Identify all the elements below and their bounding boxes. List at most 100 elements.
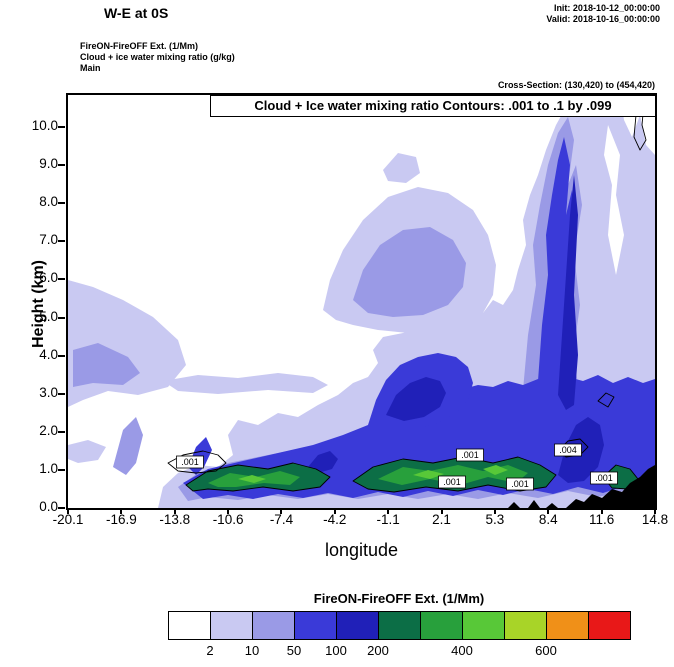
y-tick-label: 0.0	[39, 499, 58, 514]
y-tick-label: 3.0	[39, 384, 58, 400]
colorbar-cell	[589, 612, 630, 639]
colorbar-tick-label: 200	[367, 643, 389, 658]
contour-loop-2	[557, 438, 589, 458]
subtitle-line-3: Main	[80, 63, 101, 73]
y-tick-mark	[58, 164, 65, 167]
y-tick-mark	[58, 202, 65, 205]
y-tick-mark	[58, 278, 65, 281]
y-tick-label: 4.0	[39, 346, 58, 362]
x-tick-label: -10.6	[212, 512, 244, 527]
lavender-left-band	[163, 373, 328, 394]
y-tick-mark	[58, 354, 65, 357]
valid-time: Valid: 2018-10-16_00:00:00	[546, 14, 660, 24]
lavender-left-swirl	[68, 280, 186, 407]
y-tick-label: 7.0	[39, 232, 58, 248]
colorbar-cell	[253, 612, 295, 639]
x-tick-label: 5.3	[485, 512, 505, 527]
colorbar-cell	[421, 612, 463, 639]
lightgreen-core-1	[238, 475, 266, 483]
contour-loop-1	[167, 450, 227, 474]
plot-border	[66, 93, 657, 510]
y-tick-label: 10.0	[31, 118, 58, 133]
x-tick-mark	[654, 508, 656, 514]
colorbar-title: FireON-FireOFF Ext. (1/Mm)	[313, 591, 485, 606]
x-tick-label: 11.6	[588, 512, 615, 527]
x-axis-label: longitude	[324, 540, 399, 560]
x-tick-label: 8.4	[538, 512, 558, 527]
x-tick-mark	[173, 508, 176, 514]
run-times: Init: 2018-10-12_00:00:00 Valid: 2018-10…	[546, 3, 660, 25]
page-title: W-E at 0S	[104, 5, 169, 21]
svg-text:.001: .001	[181, 457, 199, 467]
colorbar-cell	[505, 612, 547, 639]
y-tick-label: 6.0	[39, 270, 58, 286]
cross-section-label: Cross-Section: (130,420) to (454,420)	[497, 80, 655, 90]
x-tick-label: -1.1	[376, 512, 400, 527]
lightgreen-core-3	[483, 465, 508, 475]
x-tick-mark	[493, 508, 496, 514]
darkblue-small-1	[308, 451, 338, 473]
contour-plot: .001 .001 .001 .001 .004 .001	[68, 95, 655, 508]
terrain-bump-2	[528, 500, 540, 508]
x-tick-mark	[280, 508, 283, 514]
y-tick-mark	[58, 507, 65, 509]
colorbar-cell	[547, 612, 589, 639]
x-tick-mark	[333, 508, 336, 514]
y-tick-label: 9.0	[39, 156, 58, 172]
colorbar-tick-label: 2	[206, 643, 214, 658]
lightgreen-core-2	[413, 470, 444, 479]
colorbar-cell	[337, 612, 379, 639]
colorbar-cell	[463, 612, 505, 639]
terrain-bump-1	[508, 502, 520, 508]
periwinkle-left	[73, 343, 140, 387]
colorbar-cell	[379, 612, 421, 639]
colorbar-tick-label: 10	[244, 643, 260, 658]
svg-text:.001: .001	[461, 450, 479, 460]
colorbar-tick-label: 100	[325, 643, 347, 658]
colorbar-cell	[295, 612, 337, 639]
y-tick-label: 8.0	[39, 194, 58, 210]
colorbar-tick-label: 400	[451, 643, 473, 658]
colorbar-cell	[169, 612, 211, 639]
contour-value-label: .001	[590, 471, 618, 485]
x-tick-mark	[440, 508, 443, 514]
svg-text:.001: .001	[443, 477, 461, 487]
x-tick-label: -20.1	[52, 512, 84, 527]
y-tick-label: 2.0	[39, 422, 58, 438]
periwinkle-dome	[353, 227, 466, 317]
y-tick-mark	[58, 392, 65, 395]
y-tick-mark	[58, 240, 65, 243]
colorbar	[168, 611, 631, 640]
contour-value-label: .001	[176, 455, 204, 469]
contour-value-label: .001	[438, 475, 466, 489]
white-notch-1	[604, 125, 624, 275]
subtitle-line-2: Cloud + ice water mixing ratio (g/kg)	[80, 52, 235, 62]
x-tick-mark	[547, 508, 550, 514]
y-tick-label: 5.0	[39, 308, 58, 324]
init-time: Init: 2018-10-12_00:00:00	[553, 3, 660, 13]
x-tick-label: -4.2	[323, 512, 347, 527]
periwinkle-wisp	[113, 417, 143, 475]
subtitle-block: FireON-FireOFF Ext. (1/Mm) Cloud + ice w…	[80, 41, 235, 74]
colorbar-tick-label: 50	[286, 643, 302, 658]
colorbar-cell	[211, 612, 253, 639]
lavender-left-low	[68, 440, 106, 463]
darkblue-core-mid	[386, 377, 446, 421]
x-tick-mark	[67, 508, 69, 514]
x-tick-mark	[227, 508, 230, 514]
y-tick-mark	[58, 316, 65, 319]
x-tick-label: 14.8	[641, 512, 669, 527]
contour-value-label: .001	[506, 477, 534, 491]
y-tick-mark	[58, 126, 65, 128]
x-tick-label: -16.9	[105, 512, 137, 527]
x-tick-mark	[120, 508, 123, 514]
contour-loop-3	[597, 392, 615, 408]
y-tick-mark	[58, 468, 65, 471]
plot-title-box: Cloud + Ice water mixing ratio Contours:…	[210, 95, 656, 117]
x-tick-mark	[387, 508, 390, 514]
contour-value-label: .001	[456, 448, 484, 462]
subtitle-line-1: FireON-FireOFF Ext. (1/Mm)	[80, 41, 199, 51]
darkblue-filament	[558, 175, 578, 410]
x-tick-label: -13.8	[159, 512, 191, 527]
